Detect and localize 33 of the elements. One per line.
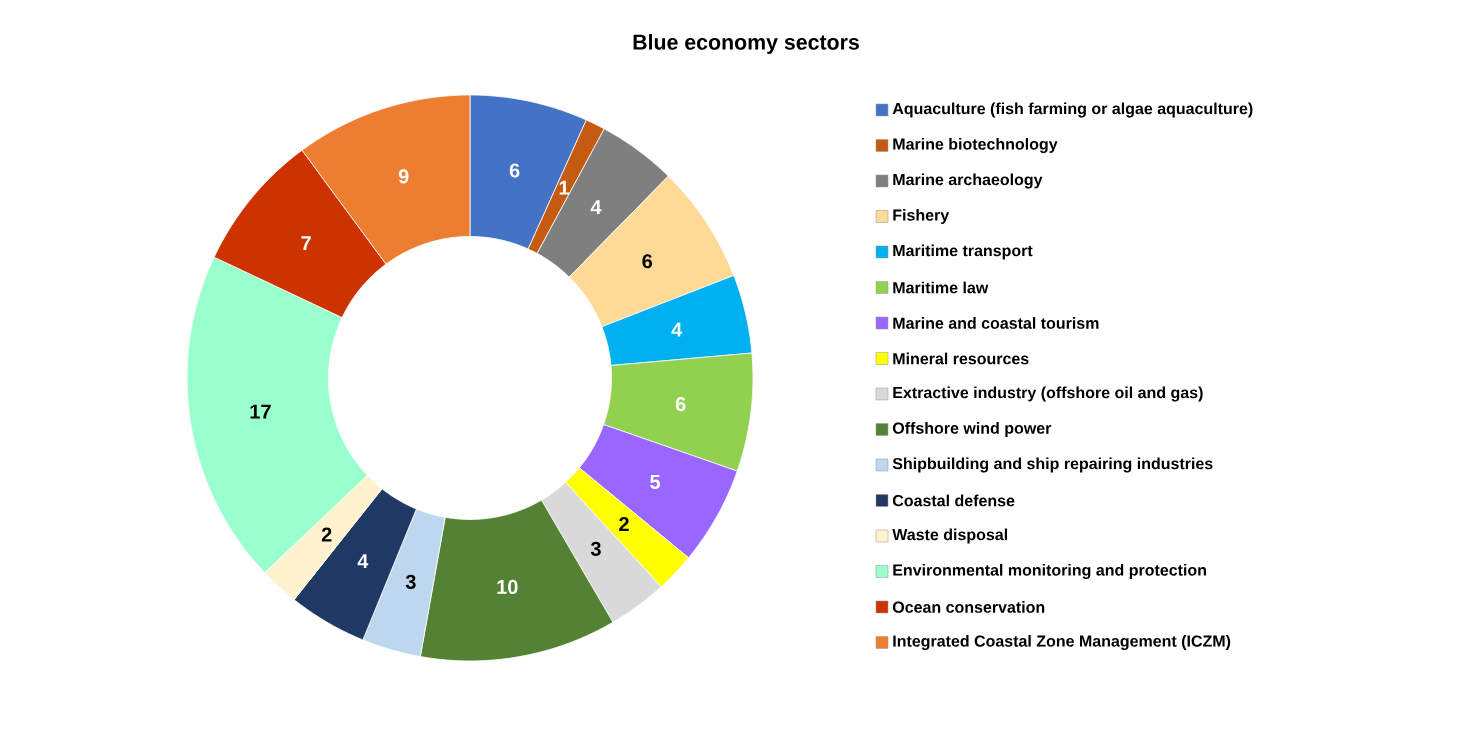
legend-label: Maritime transport [893, 244, 1033, 260]
legend-label: Ocean conservation [892, 601, 1045, 613]
data-label: 4 [590, 200, 602, 215]
legend-label: Marine and coastal tourism [893, 317, 1099, 329]
data-label: 3 [590, 541, 601, 556]
legend-label: Mineral resources [893, 352, 1029, 365]
chart-title: Blue economy sectors [633, 34, 859, 54]
legend-label: Fishery [893, 209, 950, 224]
legend-label: Aquaculture (fish farming or algae aquaculture) [892, 102, 1253, 118]
data-label: 2 [321, 527, 332, 542]
data-label: 6 [675, 397, 686, 412]
data-label: 9 [398, 169, 409, 184]
data-label: 4 [671, 322, 683, 337]
legend-label: Waste disposal [892, 528, 1007, 544]
legend-label: Extractive industry (offshore oil and gas) [893, 386, 1203, 402]
legend-label: Marine archaeology [893, 173, 1043, 189]
data-label: 17 [250, 404, 271, 419]
data-label: 4 [357, 554, 369, 569]
legend-label: Maritime law [893, 281, 989, 294]
legend-label: Marine biotechnology [893, 138, 1058, 153]
data-label: 6 [509, 163, 520, 178]
data-label: 6 [642, 254, 653, 269]
data-label: 2 [619, 517, 629, 532]
legend-label: Offshore wind power [892, 422, 1052, 437]
data-label: 3 [405, 574, 416, 589]
legend-label: Environmental monitoring and protection [893, 564, 1206, 579]
legend-label: Shipbuilding and ship repairing industries [892, 457, 1213, 473]
legend-label: Integrated Coastal Zone Management (ICZM) [893, 634, 1231, 650]
data-label: 7 [301, 236, 311, 251]
data-label: 10 [497, 579, 518, 595]
data-label: 5 [650, 474, 661, 489]
legend-label: Coastal defense [892, 494, 1015, 507]
data-label: 1 [559, 180, 570, 195]
